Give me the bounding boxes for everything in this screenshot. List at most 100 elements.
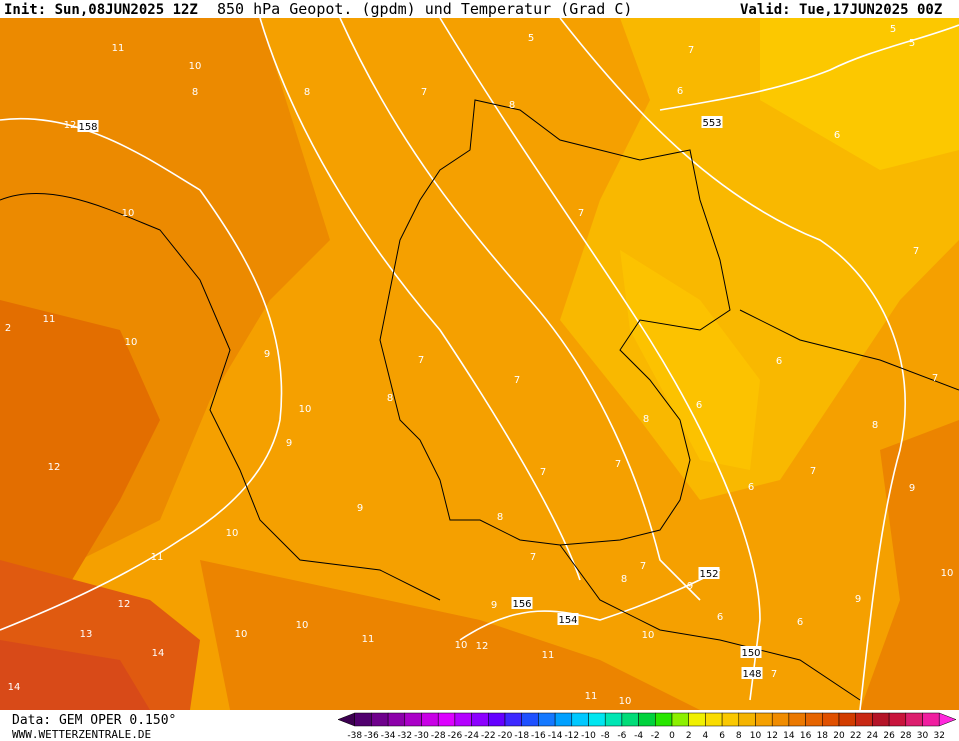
contour-label: 7	[540, 467, 546, 478]
legend-swatch	[638, 712, 656, 727]
contour-label: 2	[5, 323, 11, 334]
legend-swatch	[838, 712, 856, 727]
legend-swatch	[805, 712, 823, 727]
contour-label: 7	[771, 669, 777, 680]
contour-label: 150	[741, 648, 760, 659]
map-area	[0, 17, 959, 711]
contour-label: 14	[152, 648, 165, 659]
legend-label: 14	[783, 731, 795, 741]
legend-label: -34	[381, 731, 396, 741]
contour-label: 6	[717, 612, 723, 623]
contour-label: 9	[491, 600, 497, 611]
legend-label: -18	[514, 731, 529, 741]
isohypses	[0, 17, 959, 711]
germany-border	[379, 99, 731, 546]
contour-label: 13	[80, 629, 93, 640]
contour-label: 11	[542, 650, 555, 661]
legend-label: -14	[548, 731, 563, 741]
contour-label: 11	[112, 43, 125, 54]
temp-zone	[620, 250, 760, 470]
legend-label: 22	[850, 731, 861, 741]
legend-swatch	[538, 712, 556, 727]
legend-label: 32	[933, 731, 944, 741]
contour-label: 7	[913, 246, 919, 257]
contour-label: 6	[776, 356, 782, 367]
color-legend: -38 -36 -34 -32 -30 -28 -26 -24 -22 -20 -18 -16 -14-…	[337, 712, 957, 741]
contour-label: 11	[151, 552, 164, 563]
contour-label-bg	[740, 646, 762, 658]
contour-label: 6	[797, 617, 803, 628]
contour-label: 9	[687, 581, 693, 592]
legend-label: -32	[397, 731, 412, 741]
contour-label: 6	[696, 400, 702, 411]
contour-label: 553	[702, 118, 721, 129]
contour-label: 10	[189, 61, 202, 72]
contour-label: 10	[941, 568, 954, 579]
legend-label: -8	[601, 731, 610, 741]
legend-swatch	[504, 712, 522, 727]
legend-label: -30	[414, 731, 429, 741]
contour-label-bg	[741, 667, 763, 679]
legend-label: 0	[669, 731, 675, 741]
contour-label: 7	[530, 552, 536, 563]
contour-label: 8	[304, 87, 310, 98]
contour-label-bg	[557, 613, 579, 625]
legend-label: 12	[766, 731, 777, 741]
legend-swatch	[671, 712, 689, 727]
contour-label: 8	[621, 574, 627, 585]
legend-swatch	[471, 712, 489, 727]
contour-label: 9	[855, 594, 861, 605]
isohypse	[459, 569, 721, 641]
contour-label: 156	[512, 599, 531, 610]
legend-swatch	[872, 712, 890, 727]
website: WWW.WETTERZENTRALE.DE	[12, 728, 151, 741]
legend-label: -6	[617, 731, 626, 741]
legend-swatch	[354, 712, 372, 727]
contour-label: 7	[578, 208, 584, 219]
valid-time: Valid: Tue,17JUN2025 00Z	[740, 2, 942, 18]
country-border	[0, 192, 959, 701]
legend-swatch	[721, 712, 740, 727]
contour-label: 8	[643, 414, 649, 425]
isohypse	[659, 24, 959, 111]
contour-label: 10	[296, 620, 309, 631]
legend-arrow	[938, 712, 957, 727]
isohypse	[0, 117, 283, 631]
legend-swatch	[738, 712, 756, 727]
contour-label: 10	[299, 404, 312, 415]
contour-label: 12	[476, 641, 489, 652]
contour-label: 9	[264, 349, 270, 360]
legend-swatch	[604, 712, 623, 727]
legend-swatch	[554, 712, 573, 727]
legend-label: 20	[833, 731, 845, 741]
data-source: Data: GEM OPER 0.150°	[12, 713, 176, 728]
contour-label: 10	[226, 528, 239, 539]
legend-label: 26	[883, 731, 895, 741]
legend-label: 6	[719, 731, 725, 741]
temp-zone	[760, 18, 959, 170]
contour-label: 11	[43, 314, 56, 325]
legend-label: -2	[651, 731, 660, 741]
contour-label: 8	[872, 420, 878, 431]
legend-label: -38	[347, 731, 362, 741]
legend-label: -12	[564, 731, 579, 741]
contour-label: 7	[615, 459, 621, 470]
legend-label: 30	[917, 731, 929, 741]
legend-label: 2	[686, 731, 692, 741]
contour-label: 10	[455, 640, 468, 651]
legend-swatch	[371, 712, 389, 727]
legend-swatch	[755, 712, 773, 727]
temp-zone	[0, 640, 150, 710]
legend-swatch	[855, 712, 873, 727]
contour-label: 7	[640, 561, 646, 572]
isohypse	[339, 17, 701, 601]
contour-label: 12	[118, 599, 131, 610]
contour-label: 12	[48, 462, 61, 473]
legend-swatch	[822, 712, 840, 727]
legend-swatch	[655, 712, 673, 727]
contour-label: 9	[357, 503, 363, 514]
contour-label: 8	[497, 512, 503, 523]
legend-label: 18	[817, 731, 829, 741]
legend-swatch	[888, 712, 907, 727]
